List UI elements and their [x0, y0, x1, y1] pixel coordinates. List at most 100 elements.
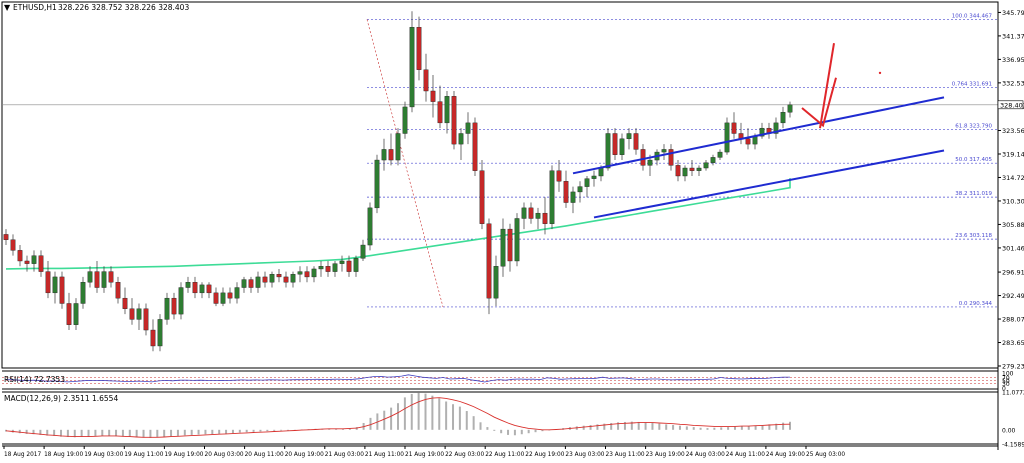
fib-level-label: 0.0 290.344 — [959, 301, 993, 307]
bearish-candle — [10, 239, 16, 251]
macd-histogram-bar — [610, 422, 613, 430]
macd-histogram-bar — [156, 429, 159, 438]
macd-histogram-bar — [39, 429, 42, 435]
time-tick-label: 22 Aug 11:00 — [485, 452, 524, 458]
bullish-candle — [584, 178, 590, 187]
price-panel-frame — [1, 1, 999, 369]
macd-histogram-bar — [73, 429, 76, 438]
bullish-candle — [465, 122, 471, 134]
macd-histogram-bar — [183, 429, 186, 436]
macd-histogram-bar — [397, 403, 399, 430]
bullish-candle — [661, 149, 667, 153]
price-tick-label: 336.950 — [1002, 56, 1024, 64]
bullish-candle — [381, 149, 387, 161]
macd-histogram-bar — [651, 422, 654, 430]
bullish-candle — [101, 271, 107, 288]
fib-level-label: 23.6 303.118 — [955, 233, 992, 239]
bearish-candle — [640, 149, 646, 166]
macd-histogram-bar — [472, 416, 475, 430]
macd-histogram-bar — [479, 422, 482, 430]
macd-histogram-bar — [658, 423, 661, 430]
rsi-tick-label: 50 — [1002, 378, 1010, 385]
macd-histogram-bar — [5, 429, 7, 432]
macd-histogram-bar — [596, 424, 599, 430]
bearish-candle — [227, 292, 233, 299]
bearish-candle — [38, 255, 44, 272]
bullish-candle — [199, 284, 205, 294]
bullish-candle — [157, 319, 163, 347]
macd-histogram-bar — [493, 429, 496, 431]
bearish-candle — [507, 228, 513, 262]
bullish-candle — [318, 266, 324, 270]
price-tick-label: 341.370 — [1002, 32, 1024, 40]
bullish-candle — [136, 308, 142, 320]
bullish-candle — [444, 96, 450, 124]
macd-histogram-bar — [699, 427, 702, 430]
rising-channel — [572, 96, 945, 219]
macd-histogram-bar — [225, 429, 228, 434]
bullish-candle — [605, 133, 611, 169]
macd-histogram-bar — [720, 427, 723, 430]
macd-histogram-bar — [589, 425, 592, 430]
bearish-candle — [59, 276, 65, 304]
bullish-candle — [710, 157, 716, 163]
macd-histogram-bar — [782, 422, 785, 430]
bearish-candle — [479, 170, 485, 224]
bearish-candle — [143, 308, 149, 331]
price-tick-label: 279.230 — [1002, 363, 1024, 371]
bullish-candle — [52, 276, 58, 294]
bullish-candle — [178, 287, 184, 315]
bearish-candle — [689, 167, 695, 171]
bullish-candle — [339, 260, 345, 264]
rsi-panel-frame — [2, 370, 998, 388]
time-tick-label: 22 Aug 19:00 — [525, 452, 564, 458]
bearish-candle — [3, 234, 9, 240]
bullish-candle — [332, 263, 338, 272]
macd-histogram-bar — [644, 422, 647, 430]
bearish-candle — [346, 260, 352, 272]
bullish-candle — [591, 175, 597, 179]
macd-histogram-bar — [527, 429, 530, 434]
bearish-candle — [248, 279, 254, 288]
bullish-candle — [269, 274, 275, 283]
macd-histogram-bar — [431, 395, 434, 430]
price-tick-label: 283.650 — [1002, 339, 1024, 347]
time-tick-label: 19 Aug 11:00 — [124, 452, 163, 458]
price-axis: 345.790341.370336.950332.530328.110323.5… — [997, 2, 1024, 450]
chart-menu-icon[interactable]: ▼ — [4, 3, 11, 12]
macd-histogram-bar — [190, 429, 193, 435]
bearish-candle — [430, 90, 436, 102]
ohlc-label: 328.226 328.752 328.226 328.403 — [58, 3, 189, 12]
macd-label: MACD(12,26,9) 2.3511 1.6554 — [4, 394, 118, 403]
bullish-candle — [647, 159, 653, 166]
time-tick-label: 20 Aug 03:00 — [205, 452, 244, 458]
bullish-candle — [703, 162, 709, 169]
price-tick-label: 345.790 — [1002, 9, 1024, 17]
macd-histogram-bar — [46, 429, 49, 436]
macd-histogram-bar — [163, 429, 166, 437]
macd-histogram-bar — [775, 423, 778, 430]
fib-level-label: 0.764 331.691 — [952, 81, 992, 87]
macd-histogram-bar — [280, 429, 283, 431]
bearish-candle — [451, 96, 457, 145]
time-axis: 18 Aug 2017 18 Aug 19:00 19 Aug 03:00 19 Au… — [2, 445, 998, 458]
bullish-candle — [311, 268, 317, 278]
macd-histogram-bar — [534, 429, 537, 433]
macd-histogram-bar — [678, 425, 681, 430]
bullish-candle — [360, 244, 366, 259]
time-tick-label: 23 Aug 19:00 — [646, 452, 685, 458]
macd-histogram-bar — [465, 411, 468, 430]
bullish-candle — [458, 133, 464, 145]
bearish-candle — [206, 284, 212, 294]
price-tick-label: 301.460 — [1002, 244, 1024, 252]
bullish-candle — [395, 133, 401, 161]
macd-histogram-bar — [108, 429, 111, 436]
macd-histogram-bar — [582, 425, 585, 430]
fib-level-label: 38.2 311.019 — [955, 191, 992, 197]
macd-histogram-bar — [685, 426, 688, 430]
rsi-tick-label: 70 — [1002, 375, 1010, 382]
macd-histogram-bar — [25, 429, 28, 434]
bullish-candle — [535, 212, 541, 219]
